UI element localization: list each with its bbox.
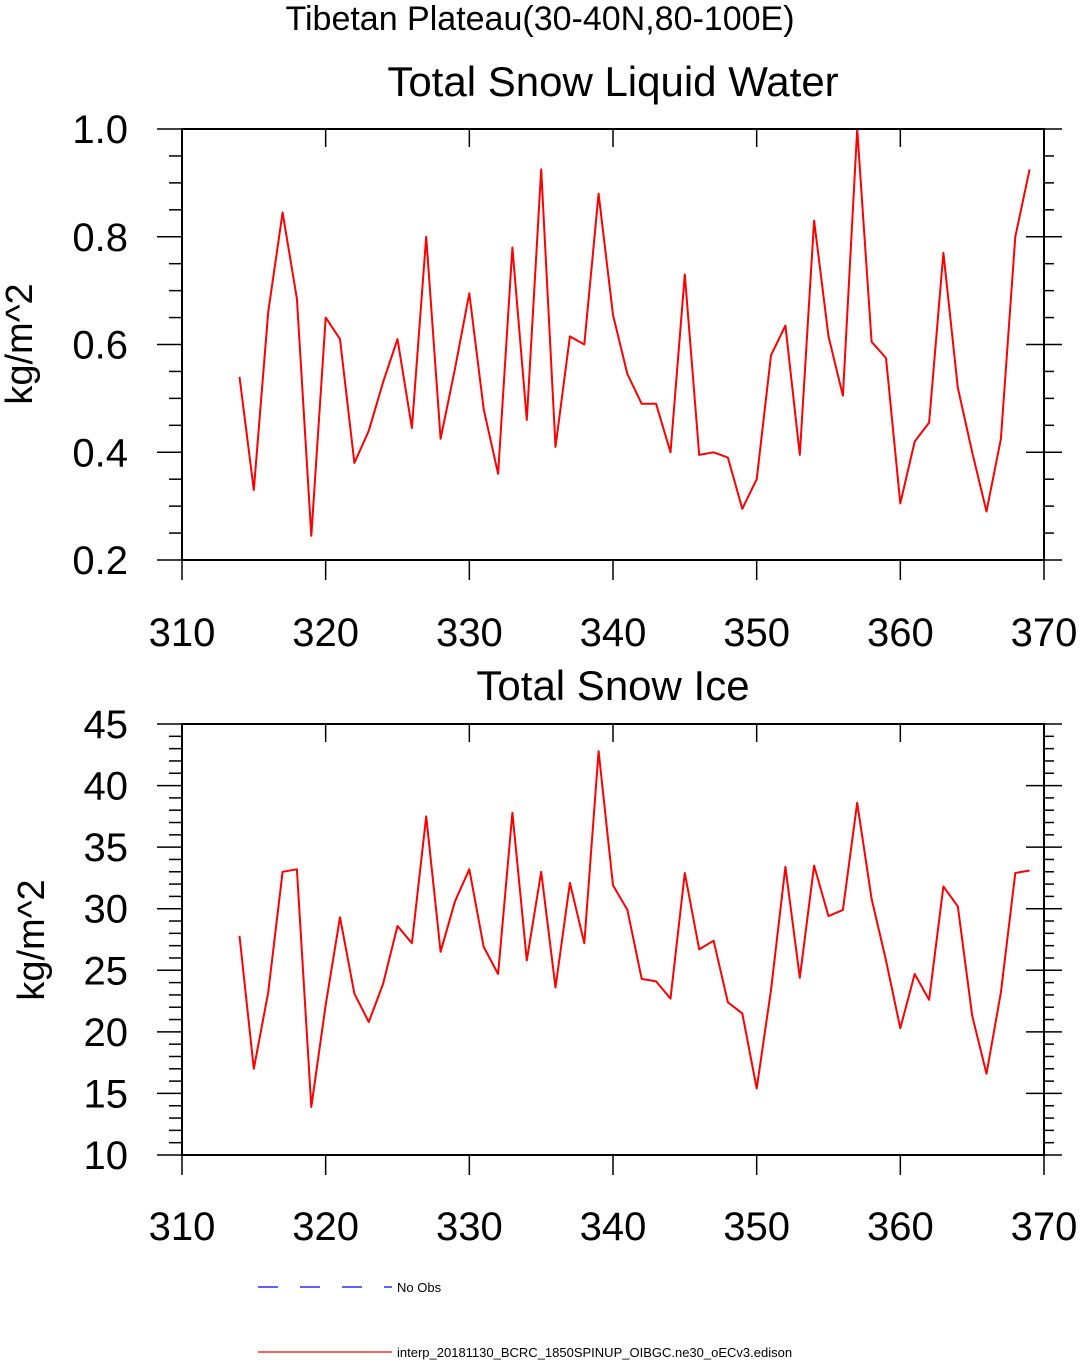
y-tick-label: 35 xyxy=(84,826,129,870)
plot-frame xyxy=(181,723,1045,1156)
chart-title: Total Snow Ice xyxy=(476,662,749,709)
x-tick-label: 350 xyxy=(723,1205,790,1249)
chart-title: Total Snow Liquid Water xyxy=(387,58,838,105)
y-axis-label: kg/m^2 xyxy=(11,879,53,1000)
x-tick-label: 350 xyxy=(723,611,790,655)
x-tick-label: 360 xyxy=(867,611,934,655)
x-tick-label: 370 xyxy=(1011,1205,1078,1249)
x-tick-label: 310 xyxy=(149,611,216,655)
y-tick-label: 45 xyxy=(84,703,129,747)
page-title: Tibetan Plateau(30-40N,80-100E) xyxy=(285,0,794,38)
y-tick-label: 0.6 xyxy=(72,324,128,368)
y-tick-label: 30 xyxy=(84,888,129,932)
x-tick-label: 330 xyxy=(436,611,503,655)
legend-label-no-obs: No Obs xyxy=(397,1280,442,1295)
plot-frame xyxy=(181,128,1045,561)
liquid-water-panel: Total Snow Liquid Water kg/m^2 310 320 330… xyxy=(0,58,1077,655)
tick-group: 310 320 330 340 350 360 370 0.2 0.4 0.6 0.8 1.0 xyxy=(72,108,1077,655)
y-tick-label: 10 xyxy=(84,1134,129,1178)
legend: No Obs interp_20181130_BCRC_1850SPINUP_O… xyxy=(258,1280,792,1360)
series-line xyxy=(238,128,1031,537)
x-tick-label: 360 xyxy=(867,1205,934,1249)
series-group xyxy=(238,128,1031,537)
series-group xyxy=(238,750,1030,1108)
y-tick-label: 0.4 xyxy=(72,431,128,475)
x-tick-label: 310 xyxy=(149,1205,216,1249)
series-line xyxy=(238,750,1030,1108)
x-tick-label: 320 xyxy=(292,611,359,655)
y-tick-label: 1.0 xyxy=(72,108,128,152)
x-tick-label: 320 xyxy=(292,1205,359,1249)
x-tick-label: 340 xyxy=(580,611,647,655)
x-tick-label: 330 xyxy=(436,1205,503,1249)
x-tick-label: 370 xyxy=(1011,611,1078,655)
legend-label-model: interp_20181130_BCRC_1850SPINUP_OIBGC.ne… xyxy=(397,1345,792,1360)
y-tick-label: 20 xyxy=(84,1011,129,1055)
y-tick-label: 0.2 xyxy=(72,539,128,583)
x-tick-label: 340 xyxy=(580,1205,647,1249)
y-tick-label: 25 xyxy=(84,949,129,993)
y-axis-label: kg/m^2 xyxy=(0,283,41,404)
snow-ice-panel: Total Snow Ice kg/m^2 310 320 330 340 350 360… xyxy=(11,662,1077,1249)
tick-group: 310 320 330 340 350 360 370 10 15 20 25 30 35 40 45 xyxy=(84,703,1078,1249)
y-tick-label: 40 xyxy=(84,765,129,809)
y-tick-label: 15 xyxy=(84,1072,129,1116)
y-tick-label: 0.8 xyxy=(72,216,128,260)
